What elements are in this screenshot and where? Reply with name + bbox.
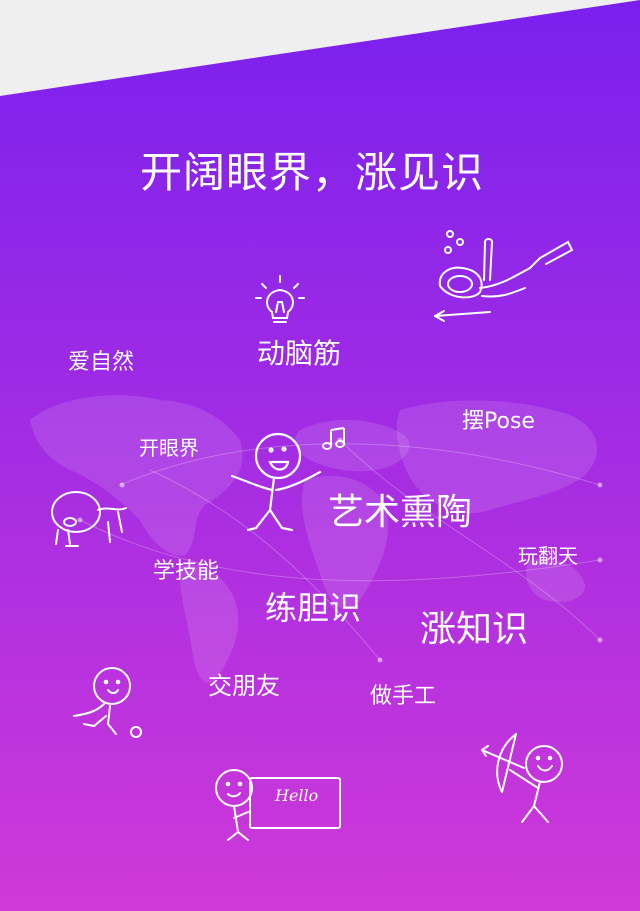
lightbulb-icon (255, 275, 305, 323)
keyword-courage: 练胆识 (265, 589, 362, 627)
connection-lines (79, 439, 601, 661)
keyword-art: 艺术熏陶 (328, 492, 473, 533)
keyword-use-brain: 动脑筋 (257, 337, 342, 370)
crawling-kid-doodle (51, 491, 127, 547)
hello-sign-text: Hello (275, 786, 319, 805)
keyword-knowledge: 涨知识 (420, 609, 529, 650)
world-map (30, 395, 597, 684)
dancing-kid-doodle (230, 432, 322, 532)
hello-sign-kid-doodle (215, 769, 341, 841)
diver-doodle (434, 230, 574, 322)
page-title: 开阔眼界，涨见识 (140, 148, 485, 197)
soccer-kid-doodle (73, 667, 142, 738)
keyword-love-nature: 爱自然 (68, 350, 135, 375)
archer-kid-doodle (481, 733, 563, 823)
keyword-pose: 摆Pose (462, 409, 535, 434)
keyword-learn-skills: 学技能 (153, 559, 220, 584)
keyword-play: 玩翻天 (518, 544, 578, 568)
keyword-open-eyes: 开眼界 (139, 436, 199, 460)
keyword-friends: 交朋友 (208, 672, 280, 700)
keyword-handcraft: 做手工 (370, 684, 437, 709)
music-note-icon (322, 427, 345, 450)
